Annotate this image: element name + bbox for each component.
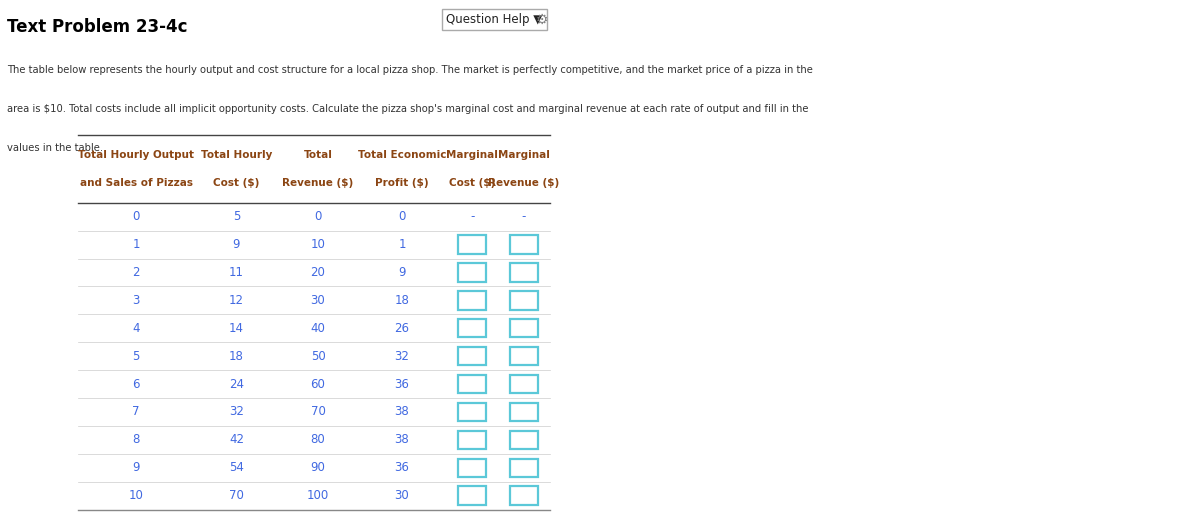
Text: Total Hourly Output: Total Hourly Output [78,150,194,160]
Text: 54: 54 [229,461,244,474]
Text: 10: 10 [128,489,144,502]
Text: 1: 1 [398,238,406,251]
FancyBboxPatch shape [510,487,538,505]
Text: 40: 40 [311,322,325,335]
Text: 9: 9 [132,461,140,474]
Text: 60: 60 [311,378,325,391]
Text: 90: 90 [311,461,325,474]
Text: 8: 8 [132,433,140,446]
FancyBboxPatch shape [458,459,486,477]
Text: Revenue ($): Revenue ($) [282,178,354,188]
FancyBboxPatch shape [458,431,486,449]
FancyBboxPatch shape [510,291,538,309]
Text: 42: 42 [229,433,244,446]
FancyBboxPatch shape [458,403,486,421]
Text: 0: 0 [314,210,322,223]
Text: 18: 18 [229,349,244,363]
FancyBboxPatch shape [458,375,486,393]
Text: Total Hourly: Total Hourly [200,150,272,160]
Text: The table below represents the hourly output and cost structure for a local pizz: The table below represents the hourly ou… [7,65,814,75]
Text: 36: 36 [395,461,409,474]
Text: 2: 2 [132,266,140,279]
Text: 5: 5 [132,349,140,363]
Text: 0: 0 [132,210,140,223]
Text: -: - [522,210,526,223]
Text: Question Help ▼: Question Help ▼ [446,13,542,26]
FancyBboxPatch shape [458,263,486,282]
Text: 20: 20 [311,266,325,279]
FancyBboxPatch shape [510,403,538,421]
Text: 80: 80 [311,433,325,446]
Text: 32: 32 [395,349,409,363]
Text: 50: 50 [311,349,325,363]
Text: 26: 26 [395,322,409,335]
FancyBboxPatch shape [458,236,486,254]
Text: 6: 6 [132,378,140,391]
Text: 38: 38 [395,406,409,419]
Text: 36: 36 [395,378,409,391]
Text: 10: 10 [311,238,325,251]
Text: 9: 9 [398,266,406,279]
Text: Profit ($): Profit ($) [376,178,428,188]
Text: 12: 12 [229,294,244,307]
Text: 5: 5 [233,210,240,223]
FancyBboxPatch shape [458,487,486,505]
Text: 1: 1 [132,238,140,251]
Text: 70: 70 [229,489,244,502]
Text: 70: 70 [311,406,325,419]
Text: area is $10. Total costs include all implicit opportunity costs. Calculate the p: area is $10. Total costs include all imp… [7,104,809,114]
FancyBboxPatch shape [458,347,486,366]
FancyBboxPatch shape [510,263,538,282]
Text: Marginal: Marginal [446,150,498,160]
Text: 38: 38 [395,433,409,446]
Text: 24: 24 [229,378,244,391]
Text: 9: 9 [233,238,240,251]
Text: 30: 30 [311,294,325,307]
Text: and Sales of Pizzas: and Sales of Pizzas [79,178,193,188]
Text: 3: 3 [132,294,140,307]
FancyBboxPatch shape [510,375,538,393]
Text: values in the table.: values in the table. [7,143,103,153]
Text: Revenue ($): Revenue ($) [488,178,559,188]
Text: 100: 100 [307,489,329,502]
FancyBboxPatch shape [510,236,538,254]
Text: -: - [470,210,474,223]
Text: Cost ($): Cost ($) [214,178,259,188]
Text: 30: 30 [395,489,409,502]
Text: Total Economic: Total Economic [358,150,446,160]
Text: 0: 0 [398,210,406,223]
Text: 18: 18 [395,294,409,307]
FancyBboxPatch shape [510,347,538,366]
Text: Marginal: Marginal [498,150,550,160]
FancyBboxPatch shape [510,319,538,337]
Text: 4: 4 [132,322,140,335]
FancyBboxPatch shape [458,319,486,337]
Text: Total: Total [304,150,332,160]
Text: 11: 11 [229,266,244,279]
Text: ⚙: ⚙ [535,13,547,27]
FancyBboxPatch shape [510,459,538,477]
FancyBboxPatch shape [510,431,538,449]
Text: 32: 32 [229,406,244,419]
Text: 14: 14 [229,322,244,335]
FancyBboxPatch shape [458,291,486,309]
Text: Text Problem 23-4c: Text Problem 23-4c [7,18,187,36]
Text: Cost ($): Cost ($) [449,178,496,188]
Text: 7: 7 [132,406,140,419]
